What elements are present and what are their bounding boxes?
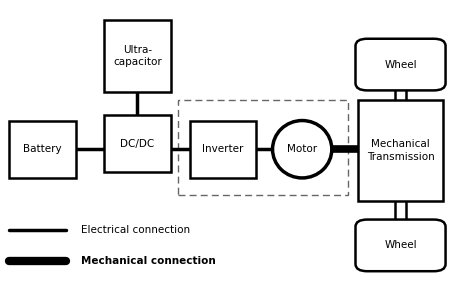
Text: Battery: Battery	[23, 144, 62, 154]
Text: Mechanical connection: Mechanical connection	[81, 256, 215, 266]
Bar	[358, 100, 443, 201]
Text: Electrical connection: Electrical connection	[81, 225, 190, 234]
Text: DC/DC: DC/DC	[120, 139, 155, 148]
Text: Wheel: Wheel	[384, 241, 417, 250]
FancyBboxPatch shape	[356, 39, 446, 90]
Text: Ultra-
capacitor: Ultra- capacitor	[113, 45, 162, 67]
Bar	[104, 20, 171, 92]
Bar	[104, 115, 171, 172]
Text: Wheel: Wheel	[384, 60, 417, 69]
Text: Motor: Motor	[287, 144, 317, 154]
Bar	[178, 100, 348, 195]
Text: Inverter: Inverter	[202, 144, 244, 154]
Ellipse shape	[273, 121, 332, 178]
Text: Mechanical
Transmission: Mechanical Transmission	[367, 139, 434, 162]
Bar	[9, 121, 76, 178]
Bar	[190, 121, 256, 178]
FancyBboxPatch shape	[356, 220, 446, 271]
